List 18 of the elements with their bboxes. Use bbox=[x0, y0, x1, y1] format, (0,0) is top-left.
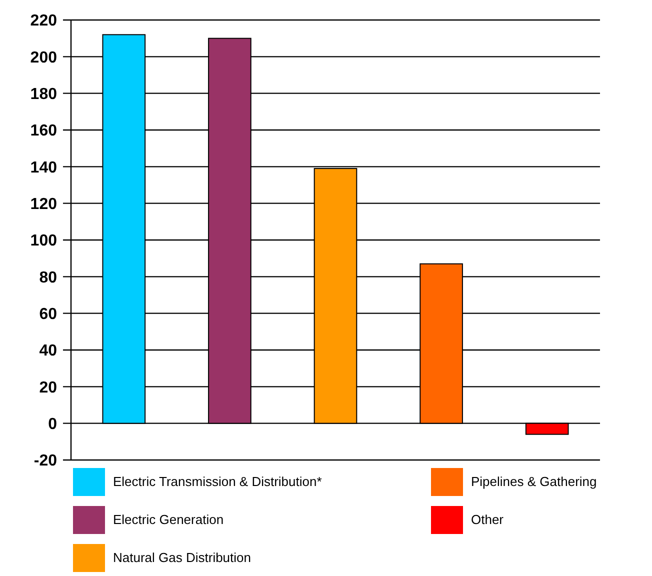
y-tick-label: 120 bbox=[30, 196, 58, 213]
y-tick-label: 160 bbox=[30, 122, 58, 140]
y-tick-label: -20 bbox=[34, 452, 58, 470]
legend-label: Pipelines & Gathering bbox=[471, 474, 597, 489]
legend-label: Natural Gas Distribution bbox=[113, 550, 251, 565]
y-tick-label: 60 bbox=[39, 306, 58, 323]
legend-label: Electric Generation bbox=[113, 512, 224, 527]
y-tick-label: 220 bbox=[30, 12, 58, 30]
y-tick-label: 80 bbox=[39, 269, 58, 286]
y-tick-label: 140 bbox=[30, 159, 58, 176]
y-tick-label: 100 bbox=[30, 232, 58, 250]
legend-label: Electric Transmission & Distribution* bbox=[113, 474, 322, 489]
y-tick-label: 180 bbox=[30, 86, 58, 103]
y-tick-label: 40 bbox=[39, 342, 58, 360]
y-tick-label: 0 bbox=[48, 416, 58, 433]
y-tick-label: 20 bbox=[39, 379, 58, 396]
y-tick-label: 200 bbox=[30, 49, 58, 66]
legend-label: Other bbox=[471, 512, 504, 527]
